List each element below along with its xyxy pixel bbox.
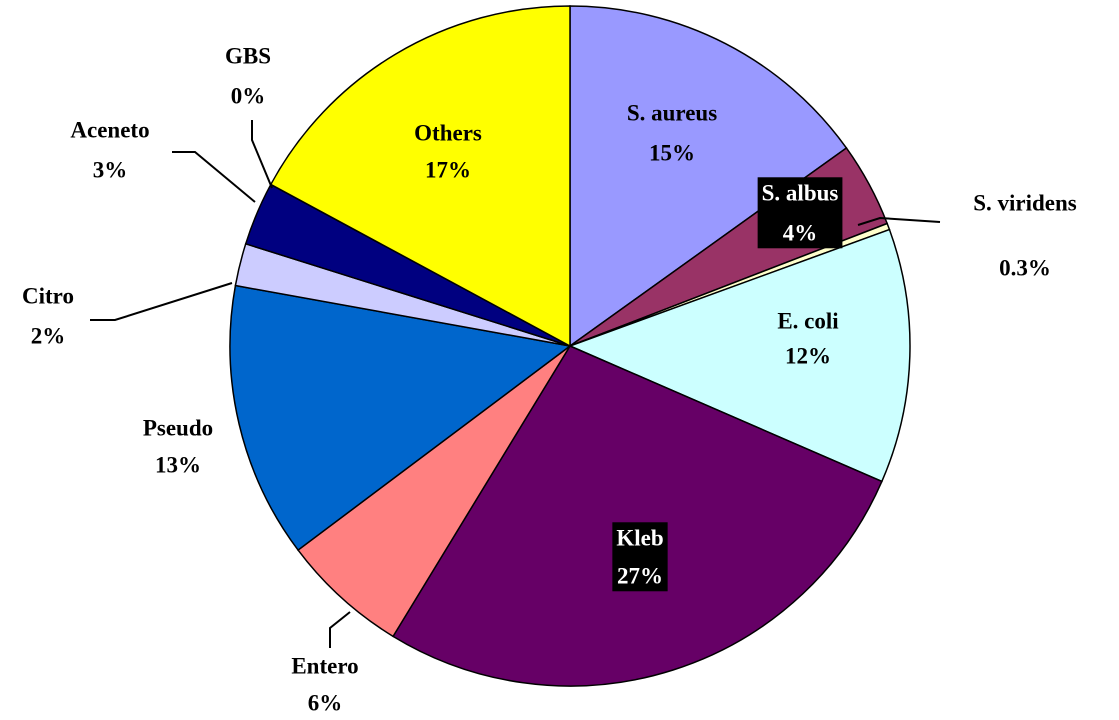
slice-label: Entero 6% <box>291 653 358 715</box>
value-label: 15% <box>649 140 695 165</box>
slice-label: GBS 0% <box>225 43 271 108</box>
value-label: 12% <box>785 343 831 368</box>
slice-label: E. coli 12% <box>777 308 839 368</box>
leader-line <box>857 216 941 226</box>
slice <box>567 228 911 483</box>
value-label: 3% <box>93 157 128 182</box>
category-label: Aceneto <box>70 117 149 142</box>
leader-line <box>172 151 256 203</box>
value-label: 13% <box>155 452 201 477</box>
slice-label: S. albus 4% <box>757 177 843 249</box>
slice-label: Pseudo 13% <box>143 415 213 477</box>
slice <box>269 5 571 348</box>
slice-label: S. viridens 0.3% <box>973 190 1077 280</box>
category-label: S. viridens <box>973 190 1077 215</box>
label-background <box>757 177 843 249</box>
category-label: S. aureus <box>627 100 717 125</box>
category-label: S. albus <box>762 180 839 205</box>
value-label: 4% <box>783 220 818 245</box>
category-label: Kleb <box>616 525 663 550</box>
labels: S. aureus 15% S. albus 4% S. viridens 0.3% E. … <box>22 43 1077 715</box>
value-label: 27% <box>617 563 663 588</box>
pie <box>229 5 911 687</box>
slice-label: Citro 2% <box>22 283 74 348</box>
category-label: Citro <box>22 283 74 308</box>
value-label: 0% <box>231 83 266 108</box>
value-label: 0.3% <box>999 255 1051 280</box>
leader-line <box>251 120 273 189</box>
leader-line <box>329 611 351 648</box>
slice-label: Kleb 27% <box>612 522 668 592</box>
label-background <box>612 522 668 592</box>
value-label: 17% <box>425 157 471 182</box>
slice <box>229 284 572 552</box>
category-label: Pseudo <box>143 415 213 440</box>
value-label: 2% <box>31 323 66 348</box>
slice-label: Aceneto 3% <box>70 117 149 182</box>
slice <box>392 345 883 687</box>
category-label: Others <box>414 120 482 145</box>
category-label: GBS <box>225 43 271 68</box>
category-label: E. coli <box>777 308 839 333</box>
slice <box>297 345 571 638</box>
category-label: Entero <box>291 653 358 678</box>
slice-label: Others 17% <box>414 120 482 182</box>
value-label: 6% <box>308 690 343 715</box>
slice <box>569 5 848 348</box>
leader-line <box>90 282 233 321</box>
slice-label: S. aureus 15% <box>627 100 717 165</box>
